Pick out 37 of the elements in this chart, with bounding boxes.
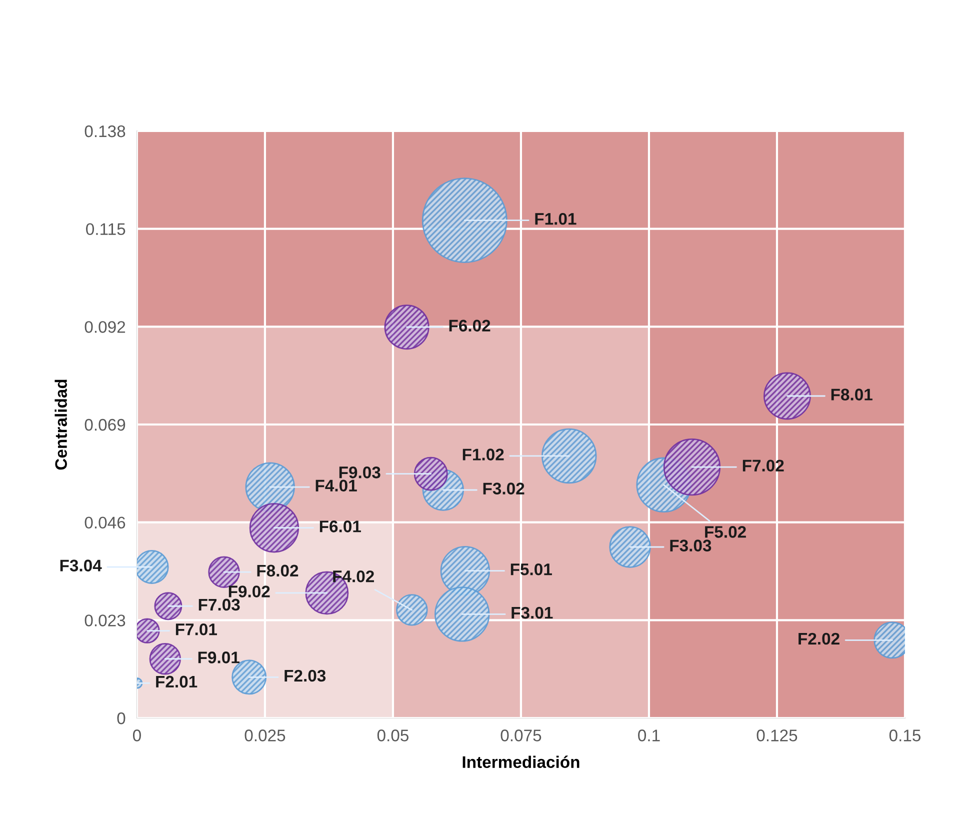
x-tick-label: 0.15 (889, 730, 921, 742)
annotation: F4.01 (316, 480, 357, 492)
annotation: F6.02 (449, 320, 490, 332)
annotation: F3.02 (483, 482, 524, 495)
x-tick-label: 0.125 (756, 730, 798, 742)
annotation: F6.01 (320, 520, 361, 532)
annotation: F2.02 (798, 632, 840, 645)
x-axis-title: Intermediación (462, 756, 580, 768)
annotation: F5.01 (510, 563, 552, 576)
annotation: F3.03 (670, 540, 712, 552)
annotation: F2.03 (284, 670, 326, 682)
y-tick-label: 0.115 (86, 223, 126, 236)
y-tick-label: 0 (117, 712, 126, 724)
y-tick-label: 0.023 (84, 614, 126, 626)
annotation: F9.02 (228, 586, 270, 598)
annotation: F8.01 (831, 388, 872, 400)
annotation: F3.01 (512, 606, 553, 619)
y-tick-label: 0.046 (84, 516, 126, 529)
x-tick-label: 0.075 (500, 730, 542, 742)
x-tick-label: 0.1 (638, 730, 660, 742)
annotation: F3.04 (60, 560, 102, 572)
y-tick-label: 0.138 (84, 125, 126, 138)
annotation: F8.02 (257, 564, 298, 577)
x-tick-label: 0 (132, 730, 141, 742)
annotation: F9.03 (339, 466, 380, 478)
annotation: F7.01 (176, 623, 217, 636)
y-axis-title: Centralidad (54, 380, 67, 470)
x-tick-label: 0.05 (377, 730, 408, 742)
annotation: F7.03 (198, 598, 240, 611)
annotation: F2.01 (156, 676, 198, 688)
annotation: F1.01 (535, 212, 576, 225)
annotation: F1.02 (462, 448, 504, 460)
y-tick-label: 0.069 (84, 418, 126, 431)
annotation: F9.01 (198, 652, 240, 664)
annotation: F5.02 (705, 526, 746, 538)
x-tick-label: 0.025 (244, 730, 286, 742)
y-tick-label: 0.092 (84, 321, 126, 333)
